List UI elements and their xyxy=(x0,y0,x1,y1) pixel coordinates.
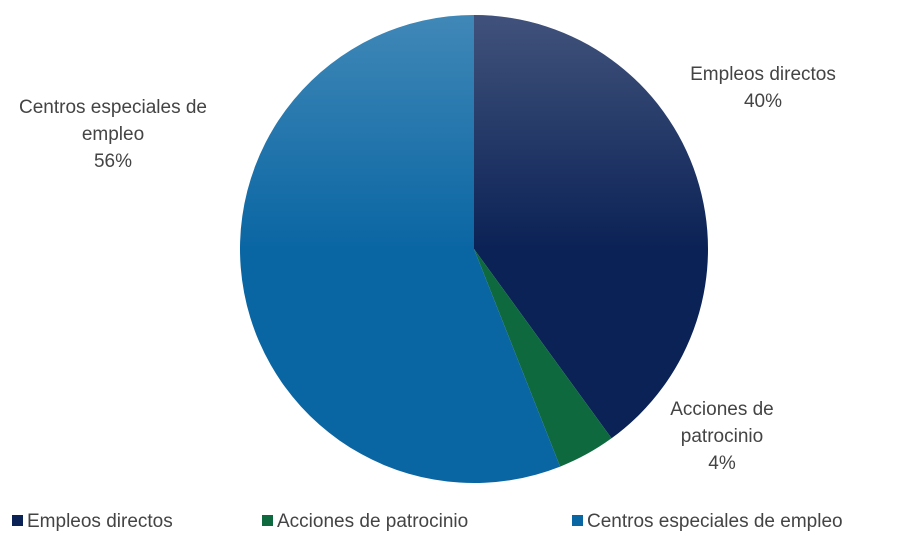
data-label-value: 40% xyxy=(743,91,783,112)
data-label-name: Acciones de patrocinio xyxy=(670,399,774,447)
legend-item: Acciones de patrocinio xyxy=(262,511,468,533)
data-label: Centros especiales de empleo 56% xyxy=(0,94,226,175)
legend-item: Centros especiales de empleo xyxy=(572,511,843,533)
legend-swatch xyxy=(572,515,583,526)
data-label: Acciones de patrocinio 4% xyxy=(632,396,812,477)
legend-label: Acciones de patrocinio xyxy=(277,511,469,532)
legend-label: Empleos directos xyxy=(27,511,173,532)
data-label-value: 56% xyxy=(93,151,133,172)
data-label-value: 4% xyxy=(708,453,736,474)
legend-item: Empleos directos xyxy=(12,511,173,533)
legend: Empleos directos Acciones de patrocinio Ce… xyxy=(0,511,911,537)
legend-swatch xyxy=(12,515,23,526)
legend-swatch xyxy=(262,515,273,526)
legend-label: Centros especiales de empleo xyxy=(587,511,843,532)
data-label-name: Centros especiales de empleo xyxy=(19,97,207,145)
data-label: Empleos directos 40% xyxy=(663,61,863,115)
data-label-name: Empleos directos xyxy=(690,64,836,85)
